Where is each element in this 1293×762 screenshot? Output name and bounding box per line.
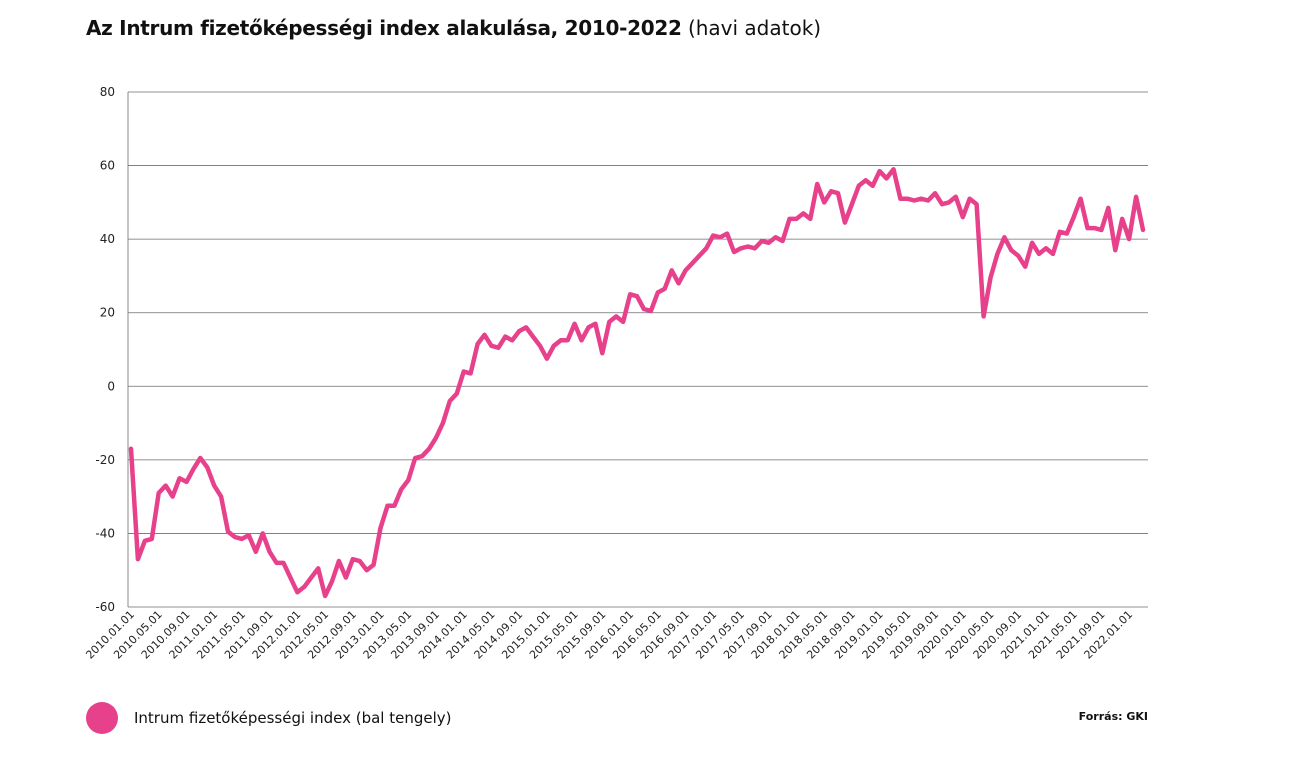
- y-tick-label: 40: [100, 232, 115, 246]
- line-chart: 80 60 40 20 0 -20 -40 -60 2010.01.012010.05.012…: [83, 85, 1148, 662]
- y-tick-label: 0: [107, 379, 115, 393]
- series-line: [128, 167, 1146, 599]
- y-axis-ticks: 80 60 40 20 0 -20 -40 -60: [95, 85, 115, 614]
- source-note: Forrás: GKI: [1078, 710, 1148, 723]
- chart-subtitle: (havi adatok): [687, 16, 822, 40]
- series-group: [128, 167, 1146, 599]
- y-tick-label: 80: [100, 85, 115, 99]
- chart-title: Az Intrum fizetőképességi index alakulás…: [86, 16, 821, 40]
- legend-label: Intrum fizetőképességi index (bal tengel…: [134, 709, 452, 727]
- gridlines: [127, 91, 1148, 608]
- y-tick-label: 60: [100, 159, 115, 173]
- y-tick-label: 20: [100, 306, 115, 320]
- y-tick-label: -20: [95, 453, 115, 467]
- y-tick-label: -40: [95, 526, 115, 540]
- chart-title-main: Az Intrum fizetőképességi index alakulás…: [86, 16, 682, 40]
- x-axis-ticks: 2010.01.012010.05.012010.09.012011.01.01…: [83, 608, 1135, 662]
- legend-swatch: [86, 702, 118, 734]
- legend: Intrum fizetőképességi index (bal tengel…: [86, 702, 452, 734]
- y-tick-label: -60: [95, 600, 115, 614]
